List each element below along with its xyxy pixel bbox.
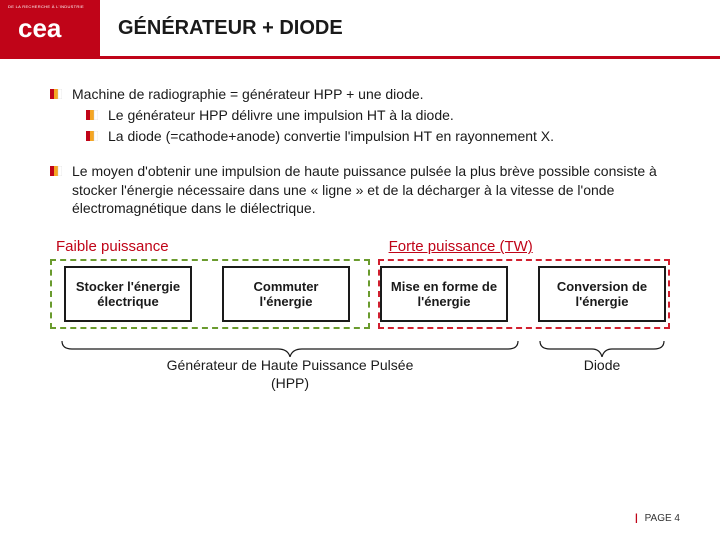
bullet-icon [50, 89, 62, 99]
brace-left-text: Générateur de Haute Puissance Pulsée (HP… [150, 357, 430, 392]
box-commuter: Commuter l'énergie [222, 266, 350, 322]
brace-right-icon [538, 339, 666, 357]
bullet-level2: La diode (=cathode+anode) convertie l'im… [50, 127, 670, 146]
bullet-text: Le moyen d'obtenir une impulsion de haut… [72, 162, 670, 219]
footer-bar-icon: | [635, 513, 638, 524]
box-conversion: Conversion de l'énergie [538, 266, 666, 322]
content-area: Machine de radiographie = générateur HPP… [0, 59, 720, 399]
bullet-level1: Le moyen d'obtenir une impulsion de haut… [50, 162, 670, 219]
label-forte-puissance: Forte puissance (TW) [389, 238, 533, 255]
logo-area: DE LA RECHERCHE À L'INDUSTRIE cea [0, 0, 100, 56]
cea-logo-icon: cea [18, 13, 82, 43]
bullet-text: Le générateur HPP délivre une impulsion … [108, 106, 454, 125]
box-stocker: Stocker l'énergie électrique [64, 266, 192, 322]
diagram-dashed-container: Stocker l'énergie électrique Commuter l'… [50, 259, 670, 337]
brace-right-text: Diode [566, 357, 638, 375]
energy-boxes-row: Stocker l'énergie électrique Commuter l'… [50, 266, 666, 322]
bullet-icon [86, 131, 98, 141]
bullet-text: Machine de radiographie = générateur HPP… [72, 85, 424, 104]
bullet-text: La diode (=cathode+anode) convertie l'im… [108, 127, 554, 146]
bullet-level1: Machine de radiographie = générateur HPP… [50, 85, 670, 104]
header-bar: DE LA RECHERCHE À L'INDUSTRIE cea GÉNÉRA… [0, 0, 720, 56]
slide-title: GÉNÉRATEUR + DIODE [118, 17, 343, 40]
bullet-icon [86, 110, 98, 120]
diagram-labels-row: Faible puissance Forte puissance (TW) [50, 220, 670, 259]
box-mise-en-forme: Mise en forme de l'énergie [380, 266, 508, 322]
brace-left-icon [60, 339, 520, 357]
label-faible-puissance: Faible puissance [56, 238, 169, 255]
spacer [50, 148, 670, 162]
footer-page-label: PAGE 4 [645, 513, 680, 524]
brace-row: Générateur de Haute Puissance Pulsée (HP… [50, 339, 670, 399]
svg-text:cea: cea [18, 13, 62, 43]
bullet-icon [50, 166, 62, 176]
bullet-level2: Le générateur HPP délivre une impulsion … [50, 106, 670, 125]
logo-subtext: DE LA RECHERCHE À L'INDUSTRIE [8, 4, 84, 9]
footer-page-number: | PAGE 4 [635, 513, 680, 524]
